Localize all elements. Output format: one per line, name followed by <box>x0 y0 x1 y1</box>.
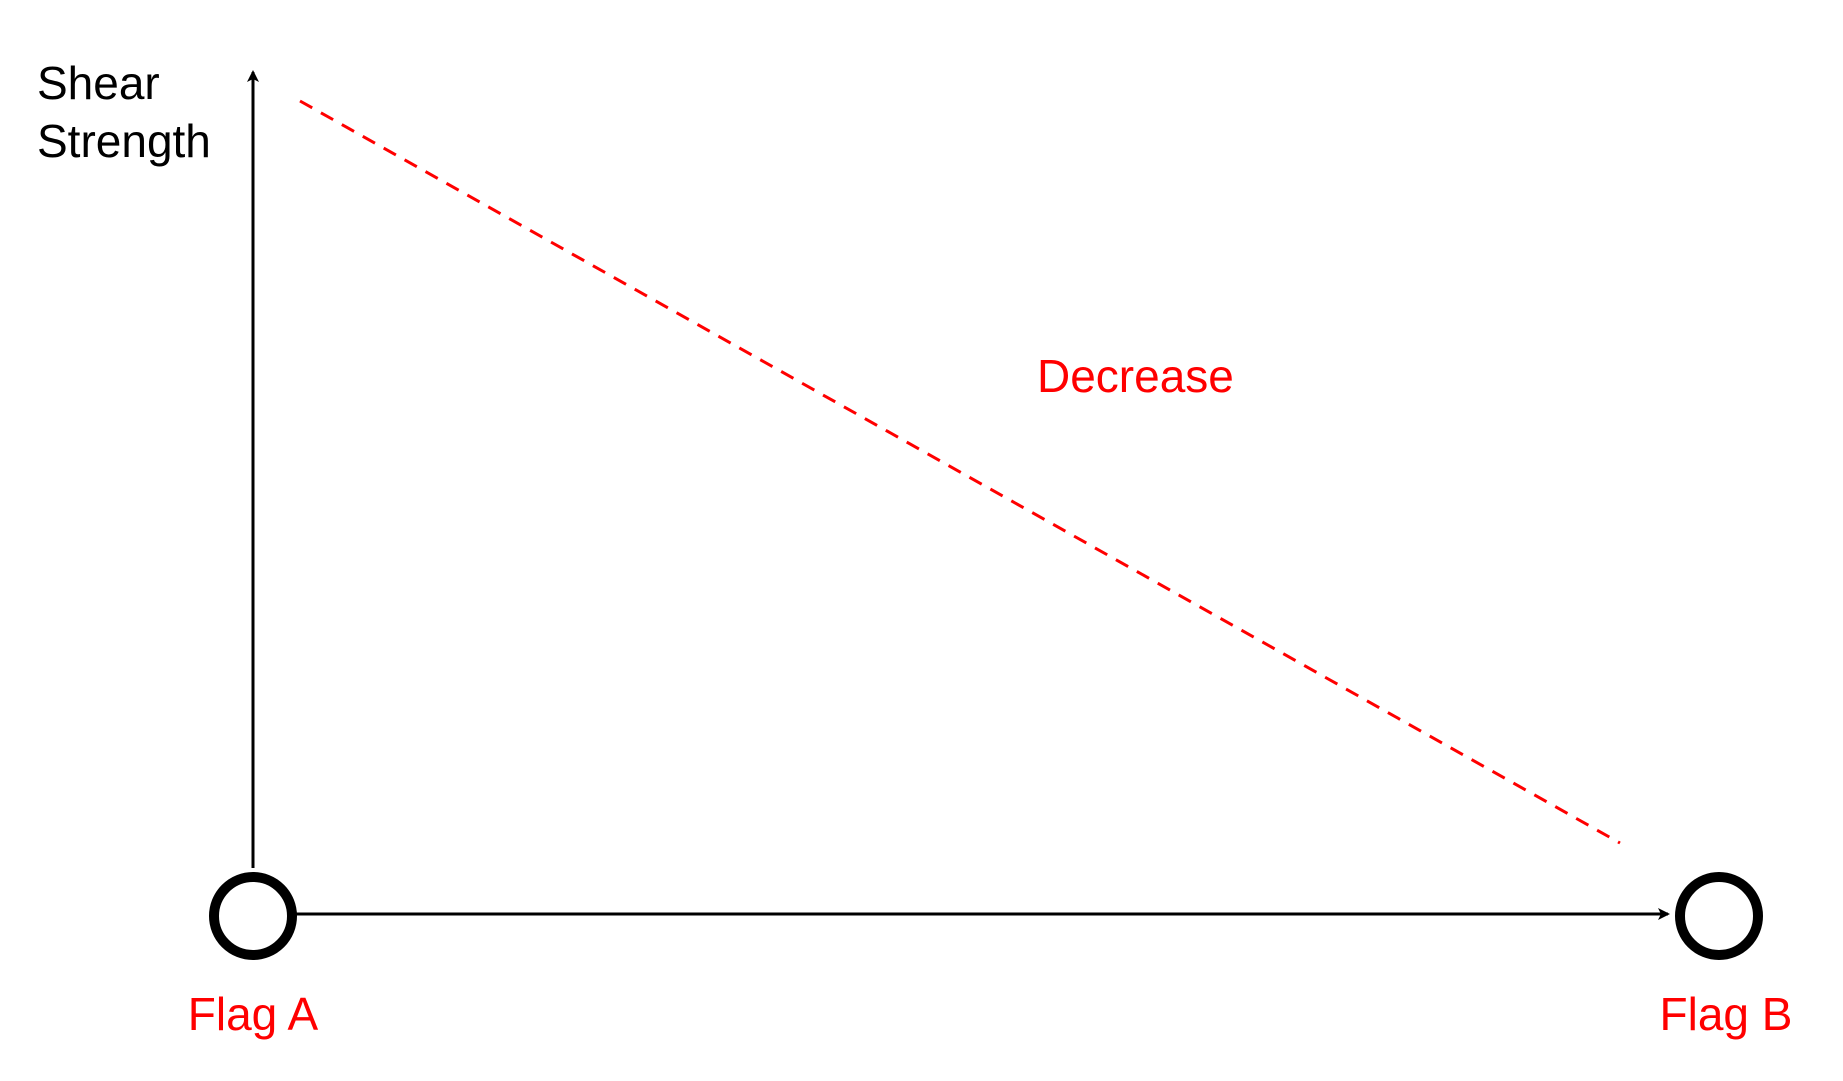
decrease-trend-line <box>299 99 1621 845</box>
flag-a-circle-node-icon <box>209 872 297 960</box>
decrease-label: Decrease <box>1037 350 1234 402</box>
flag-b-label: Flag B <box>1660 988 1793 1040</box>
flag-a-label: Flag A <box>188 988 319 1040</box>
y-axis-label-line2: Strength <box>37 115 211 167</box>
y-axis-label-line1: Shear <box>37 57 160 109</box>
flag-b-circle-node-icon <box>1675 872 1763 960</box>
